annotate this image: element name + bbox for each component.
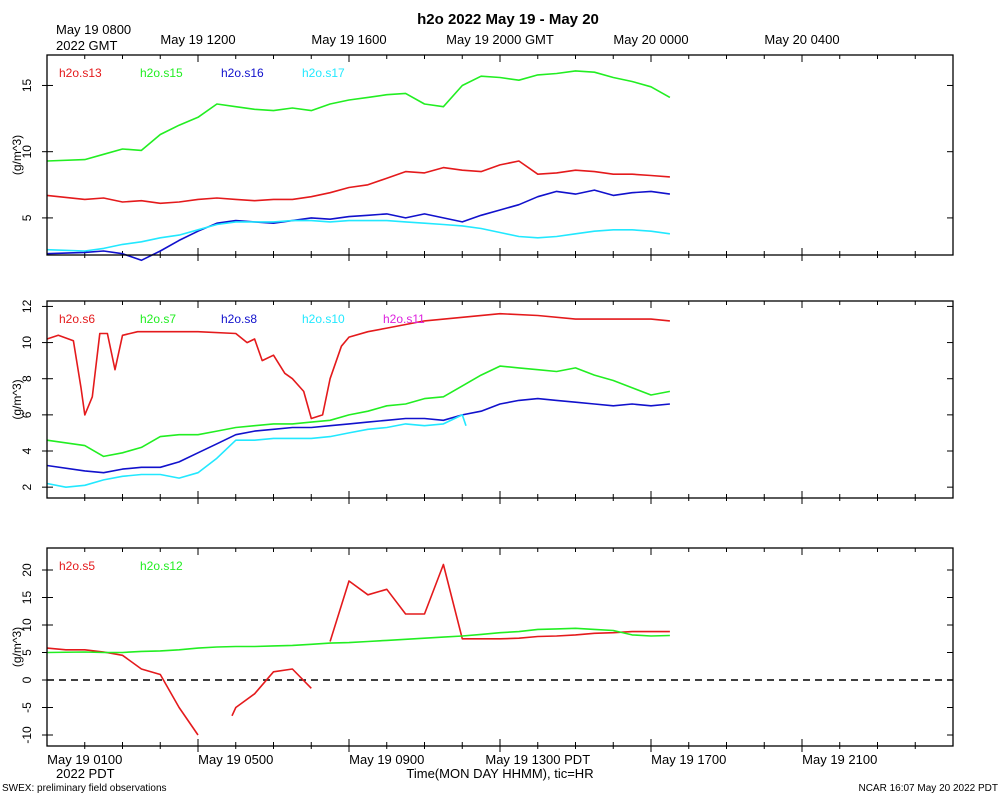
- y-tick-label: 20: [20, 563, 34, 577]
- bottom-axis-label: May 19 1300 PDT: [485, 752, 590, 767]
- y-tick-label: 4: [20, 447, 34, 454]
- panel-frame: [46, 300, 954, 499]
- top-axis-label: May 20 0400: [764, 32, 839, 47]
- top-axis-first-label-line2: 2022 GMT: [56, 38, 117, 53]
- panel-1: 5 10 15 (g/m^3) h2o.s13 h2o.s15 h2o.s16 h2o.s17: [10, 54, 954, 262]
- legend-entry-h2o-s13: h2o.s13: [59, 66, 102, 80]
- bottom-axis-label: May 19 0900: [349, 752, 424, 767]
- y-tick-label: 6: [20, 411, 34, 418]
- y-axis-title: (g/m^3): [10, 379, 24, 419]
- y-tick-label: 5: [20, 214, 34, 221]
- series-line-h2o-s8: [46, 397, 670, 474]
- legend-entry-h2o-s8: h2o.s8: [221, 312, 257, 326]
- y-tick-label: 8: [20, 375, 34, 382]
- y-tick-label: 2: [20, 483, 34, 490]
- series-line-h2o-s10: [46, 414, 467, 488]
- legend-entry-h2o-s7: h2o.s7: [140, 312, 176, 326]
- y-tick-label: 12: [20, 299, 34, 313]
- series-line-h2o-s17: [46, 219, 671, 252]
- bottom-axis-label: May 19 0100: [47, 752, 122, 767]
- series-line-h2o-s15: [46, 70, 671, 162]
- series-line-h2o-s5: [46, 563, 670, 736]
- panel-frame: [46, 54, 954, 256]
- x-axis-title: Time(MON DAY HHMM), tic=HR: [406, 766, 593, 781]
- series-line-h2o-s16: [46, 189, 671, 262]
- bottom-axis-label: May 19 2100: [802, 752, 877, 767]
- y-tick-label: 15: [20, 78, 34, 92]
- bottom-axis-label: May 19 0500: [198, 752, 273, 767]
- top-axis-label: May 19 2000 GMT: [446, 32, 554, 47]
- y-tick-label: 10: [20, 336, 34, 350]
- y-axis-title: (g/m^3): [10, 627, 24, 667]
- panels: 5 10 15 (g/m^3) h2o.s13 h2o.s15 h2o.s16 h2o.s17…: [10, 32, 954, 767]
- legend-entry-h2o-s6: h2o.s6: [59, 312, 95, 326]
- chart-title: h2o 2022 May 19 - May 20: [417, 11, 599, 28]
- legend-entry-h2o-s16: h2o.s16: [221, 66, 264, 80]
- series-line-h2o-s12: [46, 627, 670, 654]
- y-tick-label: 5: [20, 649, 34, 656]
- top-axis-label: May 20 0000: [613, 32, 688, 47]
- y-tick-label: 15: [20, 591, 34, 605]
- legend-entry-h2o-s10: h2o.s10: [302, 312, 345, 326]
- legend-entry-h2o-s12: h2o.s12: [140, 559, 183, 573]
- series-line-h2o-s13: [46, 160, 670, 205]
- legend-entry-h2o-s17: h2o.s17: [302, 66, 345, 80]
- footer-right-note: NCAR 16:07 May 20 2022 PDT: [858, 783, 998, 794]
- y-tick-label: 10: [20, 145, 34, 159]
- footer-left-note: SWEX: preliminary field observations: [2, 783, 167, 794]
- series-line-h2o-s7: [46, 365, 671, 458]
- y-axis-title: (g/m^3): [10, 135, 24, 175]
- panel-3: -10 -5 0 5 10 15 20 (g/m^3) h2o.s5 h2o.s12: [10, 547, 954, 752]
- top-axis-label: May 19 1600: [311, 32, 386, 47]
- top-axis-first-label-line1: May 19 0800: [56, 22, 131, 37]
- y-tick-label: 10: [20, 618, 34, 632]
- legend-entry-h2o-s15: h2o.s15: [140, 66, 183, 80]
- legend-entry-h2o-s11: h2o.s11: [383, 312, 425, 326]
- panel-2: 2 4 6 8 10 12 (g/m^3) h2o.s6 h2o.s7 h2o.s8 h2o.s10…: [10, 299, 954, 504]
- legend-entry-h2o-s5: h2o.s5: [59, 559, 95, 573]
- panel-frame: [46, 547, 954, 747]
- series-line-h2o-s6: [46, 312, 670, 420]
- bottom-axis-label: May 19 1700: [651, 752, 726, 767]
- y-tick-label: -5: [20, 702, 34, 713]
- y-tick-label: 0: [20, 676, 34, 683]
- top-axis-label: May 19 1200: [160, 32, 235, 47]
- y-tick-label: -10: [20, 726, 34, 744]
- bottom-axis-sub-label: 2022 PDT: [56, 766, 115, 781]
